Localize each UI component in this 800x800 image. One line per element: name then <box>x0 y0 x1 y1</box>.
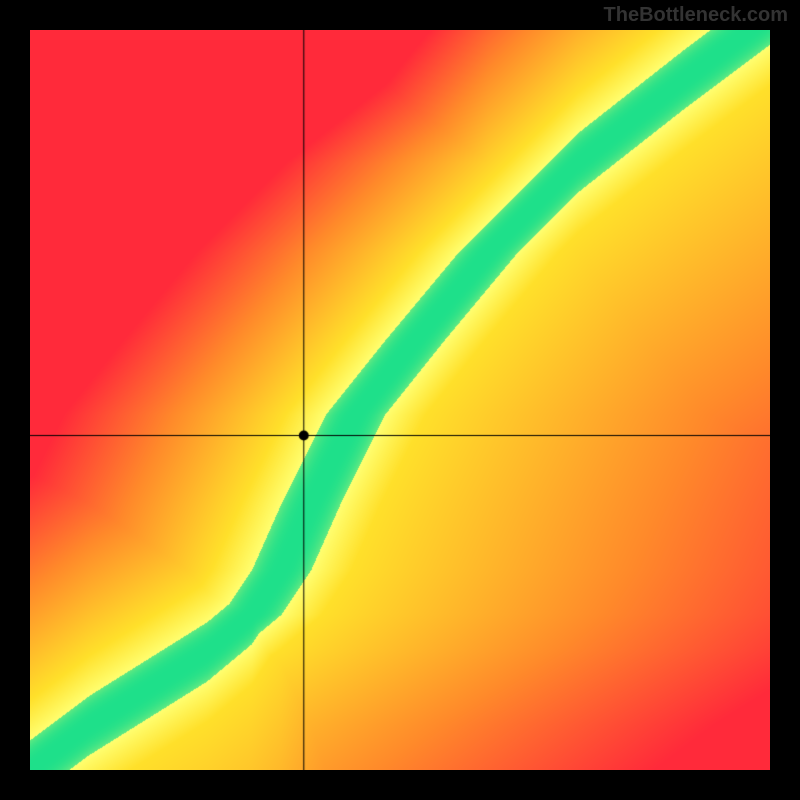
bottleneck-heatmap <box>30 30 770 770</box>
heatmap-canvas <box>30 30 770 770</box>
watermark-text: TheBottleneck.com <box>604 4 788 27</box>
